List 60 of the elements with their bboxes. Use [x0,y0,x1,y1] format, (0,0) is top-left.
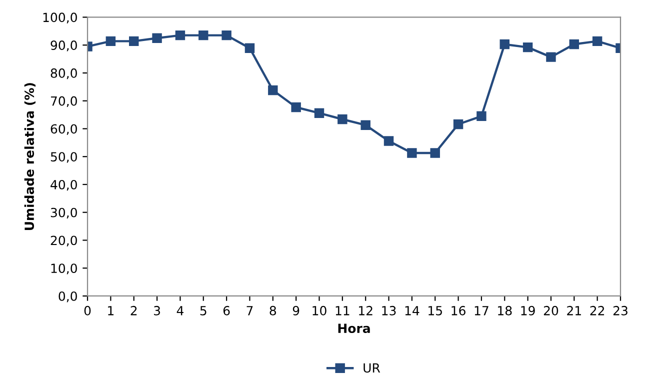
point [546,52,556,62]
x-tick-label: 23 [613,306,628,316]
x-tick-label: 10 [312,306,326,316]
y-tick-label: 90,0 [50,40,77,52]
x-tick-label: 6 [223,306,230,316]
point [569,39,580,50]
point [152,33,162,43]
x-tick-label: 18 [498,306,512,316]
x-tick-label: 3 [154,306,160,316]
y-tick-label: 70,0 [50,96,77,108]
y-tick-label: 0,0 [58,291,77,302]
point [291,102,301,112]
x-tick-label: 11 [336,306,350,316]
x-tick-label: 21 [567,306,581,316]
point [198,30,208,40]
x-tick-label: 19 [521,306,535,316]
y-tick-label: 60,0 [50,124,77,135]
y-tick-label: 20,0 [50,236,77,246]
point [175,30,186,40]
y-tick-label: 10,0 [51,264,77,274]
point [430,148,440,158]
x-tick-label: 2 [130,306,137,316]
y-tick-label: 50,0 [50,152,77,163]
point [314,108,324,118]
point [268,85,278,96]
y-tick-label: 40,0 [50,180,77,191]
x-tick-label: 16 [452,306,466,316]
x-tick-label: 12 [359,306,372,316]
y-tick-label: 80,0 [50,68,77,80]
x-tick-label: 22 [590,306,604,316]
x-tick-label: 4 [176,306,184,316]
point [522,42,533,52]
point [106,36,116,46]
y-tick-label: 100,0 [43,12,77,24]
legend-label: UR [364,363,380,373]
x-tick-label: 14 [405,306,420,316]
x-tick-label: 0 [84,306,91,316]
x-tick-label: 7 [246,306,253,316]
x-tick-label: 5 [200,306,206,316]
point [129,36,139,46]
point [592,36,602,46]
point [338,114,348,124]
y-tick-label: 30,0 [50,208,77,219]
x-axis-title: Hora [338,324,370,334]
point [244,43,255,54]
point [453,119,464,130]
x-tick-label: 15 [428,306,442,316]
x-tick-label: 1 [108,306,114,316]
x-tick-label: 17 [474,306,488,316]
point [500,39,510,50]
x-tick-label: 13 [382,306,396,316]
point [407,148,417,158]
x-tick-label: 8 [270,306,276,316]
point [384,136,394,146]
x-tick-label: 20 [544,306,558,316]
point [222,30,232,40]
point [360,120,370,130]
point [476,111,486,122]
x-tick-label: 9 [292,306,300,316]
y-axis-title: Umidade relativa (%) [24,83,36,230]
